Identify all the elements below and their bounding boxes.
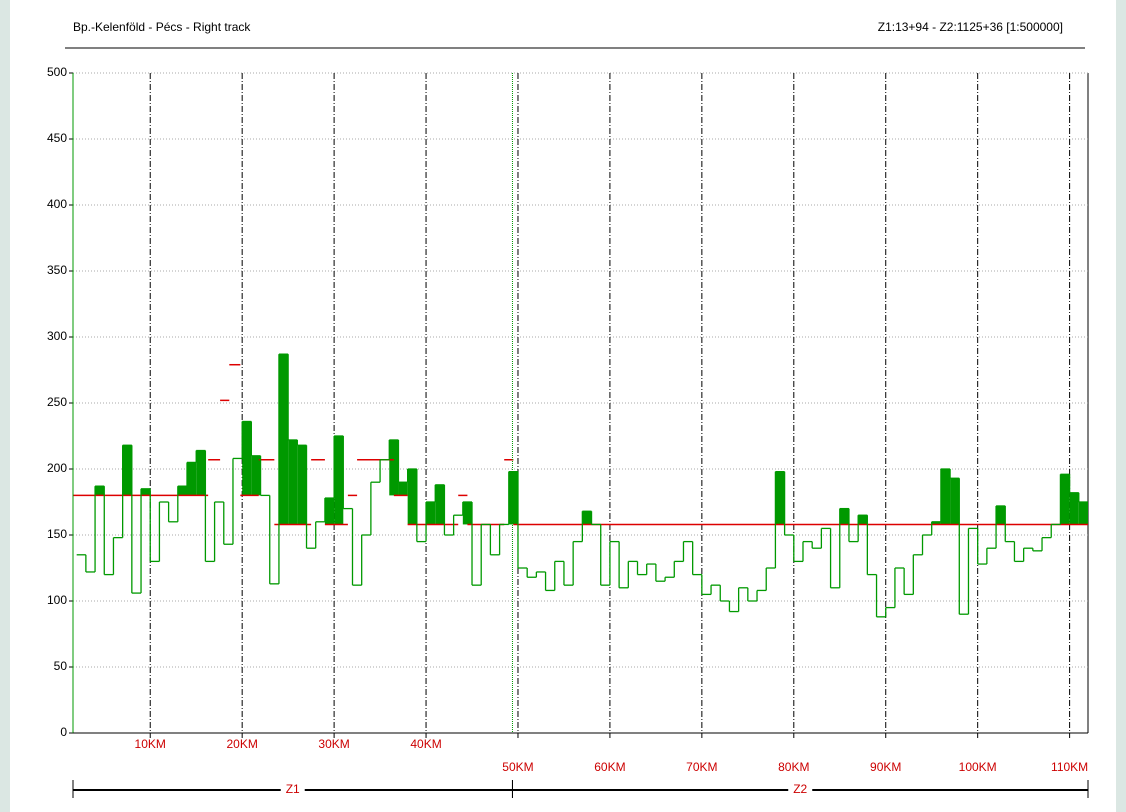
excess-bar xyxy=(858,515,868,525)
y-tick-label: 400 xyxy=(47,197,67,211)
panel xyxy=(10,0,1116,812)
y-tick-label: 250 xyxy=(47,395,67,409)
excess-bar xyxy=(288,439,298,525)
excess-bar xyxy=(95,486,105,496)
excess-bar xyxy=(334,436,344,525)
y-tick-label: 100 xyxy=(47,593,67,607)
zone-label-bg xyxy=(280,782,305,798)
x-tick-label: 50KM xyxy=(502,760,533,774)
y-tick-label: 500 xyxy=(47,65,67,79)
excess-bar xyxy=(177,486,188,496)
excess-bar xyxy=(1069,492,1079,525)
excess-bar xyxy=(839,508,849,525)
zone-label: Z1 xyxy=(286,782,300,796)
y-tick-label: 150 xyxy=(47,527,67,541)
y-tick-label: 0 xyxy=(60,725,67,739)
x-tick-label: 70KM xyxy=(686,760,717,774)
excess-bar xyxy=(407,469,417,525)
excess-bar xyxy=(141,488,151,496)
excess-bar xyxy=(931,521,941,525)
chart-title: Bp.-Kelenföld - Pécs - Right track xyxy=(73,20,251,34)
y-tick-label: 50 xyxy=(54,659,68,673)
x-tick-label: 40KM xyxy=(410,737,441,751)
excess-bar xyxy=(508,471,518,525)
excess-bar xyxy=(775,471,785,525)
chart-subtitle: Z1:13+94 - Z2:1125+36 [1:500000] xyxy=(878,20,1063,34)
x-tick-label: 80KM xyxy=(778,760,809,774)
y-tick-label: 300 xyxy=(47,329,67,343)
excess-bar xyxy=(196,450,206,496)
excess-bar xyxy=(950,478,960,525)
y-tick-label: 200 xyxy=(47,461,67,475)
x-tick-label: 20KM xyxy=(226,737,257,751)
excess-bar xyxy=(187,462,197,496)
excess-bar xyxy=(398,482,408,496)
x-tick-label: 30KM xyxy=(318,737,349,751)
x-tick-label: 60KM xyxy=(594,760,625,774)
x-tick-label: 10KM xyxy=(135,737,166,751)
excess-bar xyxy=(324,498,335,525)
excess-bar xyxy=(582,511,592,525)
y-tick-label: 450 xyxy=(47,131,67,145)
y-tick-label: 350 xyxy=(47,263,67,277)
excess-bar xyxy=(251,455,261,496)
x-tick-label: 110KM xyxy=(1051,760,1088,774)
excess-bar xyxy=(1078,502,1088,525)
excess-bar xyxy=(940,469,951,525)
excess-bar xyxy=(122,445,132,496)
excess-bar xyxy=(1060,474,1070,525)
excess-bar xyxy=(242,421,252,496)
excess-bar xyxy=(297,445,307,525)
x-tick-label: 100KM xyxy=(959,760,997,774)
excess-bar xyxy=(389,439,399,496)
excess-bar xyxy=(278,354,289,525)
excess-bar xyxy=(462,502,473,525)
x-tick-label: 90KM xyxy=(870,760,901,774)
excess-bar xyxy=(996,505,1006,525)
excess-bar xyxy=(426,502,436,525)
excess-bar xyxy=(435,484,445,525)
zone-label-bg xyxy=(788,782,813,798)
zone-label: Z2 xyxy=(793,782,807,796)
